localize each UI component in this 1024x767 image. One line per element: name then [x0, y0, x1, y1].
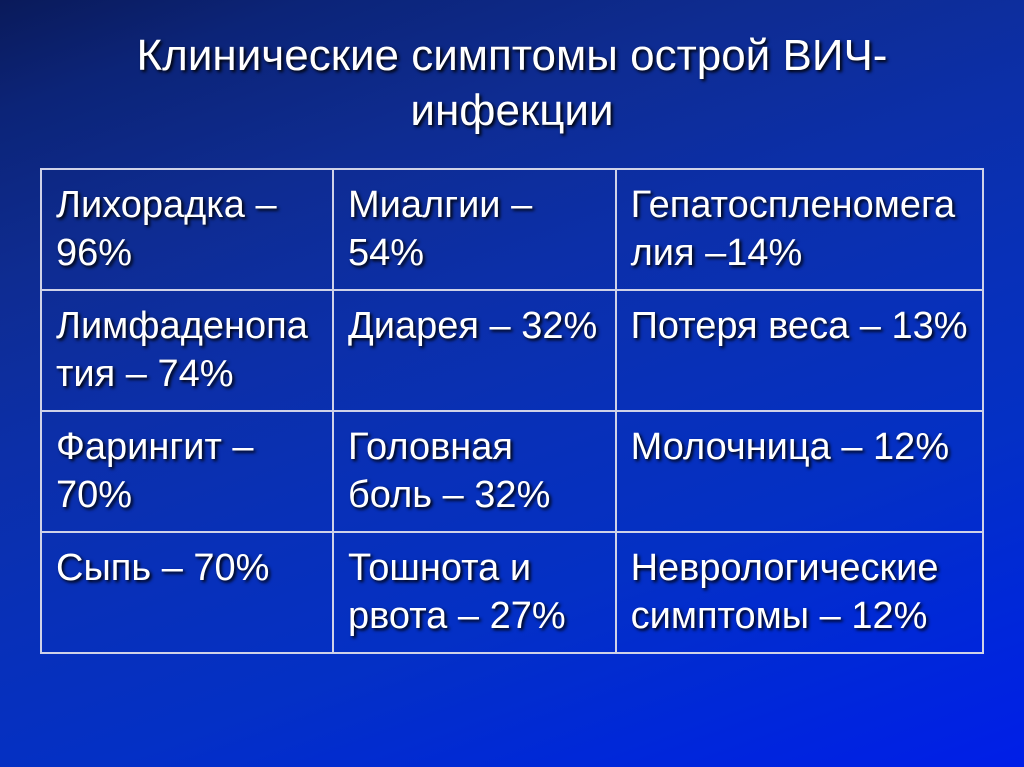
table-row: Фарингит – 70% Головная боль – 32% Молоч…: [41, 411, 983, 532]
table-row: Сыпь – 70% Тошнота и рвота – 27% Невроло…: [41, 532, 983, 653]
table-cell: Лихорадка – 96%: [41, 169, 333, 290]
table-cell: Потеря веса – 13%: [616, 290, 983, 411]
slide-title: Клинические симптомы острой ВИЧ-инфекции: [40, 28, 984, 138]
table-cell: Тошнота и рвота – 27%: [333, 532, 616, 653]
table-cell: Диарея – 32%: [333, 290, 616, 411]
table-cell: Миалгии – 54%: [333, 169, 616, 290]
table-cell: Молочница – 12%: [616, 411, 983, 532]
table-cell: Лимфаденопатия – 74%: [41, 290, 333, 411]
table-cell: Неврологические симптомы – 12%: [616, 532, 983, 653]
table-cell: Фарингит – 70%: [41, 411, 333, 532]
table-row: Лимфаденопатия – 74% Диарея – 32% Потеря…: [41, 290, 983, 411]
slide: Клинические симптомы острой ВИЧ-инфекции…: [0, 0, 1024, 767]
symptoms-table: Лихорадка – 96% Миалгии – 54% Гепатоспле…: [40, 168, 984, 654]
table-cell: Гепатоспленомегалия –14%: [616, 169, 983, 290]
table-cell: Головная боль – 32%: [333, 411, 616, 532]
table-cell: Сыпь – 70%: [41, 532, 333, 653]
table-row: Лихорадка – 96% Миалгии – 54% Гепатоспле…: [41, 169, 983, 290]
